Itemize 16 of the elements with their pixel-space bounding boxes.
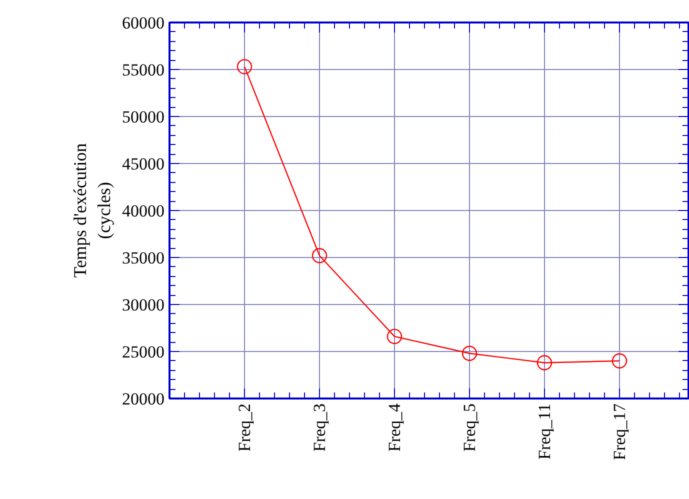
- x-tick-label: Freq_17: [610, 403, 629, 460]
- y-tick-label: 45000: [122, 154, 164, 174]
- y-tick-label: 50000: [122, 108, 164, 126]
- x-tick-label: Freq_4: [385, 403, 404, 452]
- y-axis-title: Temps d'exécution (cycles): [70, 143, 114, 278]
- y-tick-label: 30000: [122, 296, 164, 314]
- x-tick-label: Freq_5: [460, 403, 479, 452]
- y-tick-label: 60000: [122, 14, 164, 32]
- y-tick-label: 35000: [122, 248, 164, 268]
- x-tick-label: Freq_3: [310, 403, 329, 452]
- x-tick-label: Freq_2: [235, 403, 254, 452]
- x-tick-label: Freq_11: [535, 404, 554, 460]
- y-tick-label: 55000: [122, 60, 164, 80]
- y-tick-label: 25000: [122, 342, 164, 362]
- y-tick-label: 40000: [122, 202, 164, 220]
- y-tick-label: 20000: [122, 390, 164, 408]
